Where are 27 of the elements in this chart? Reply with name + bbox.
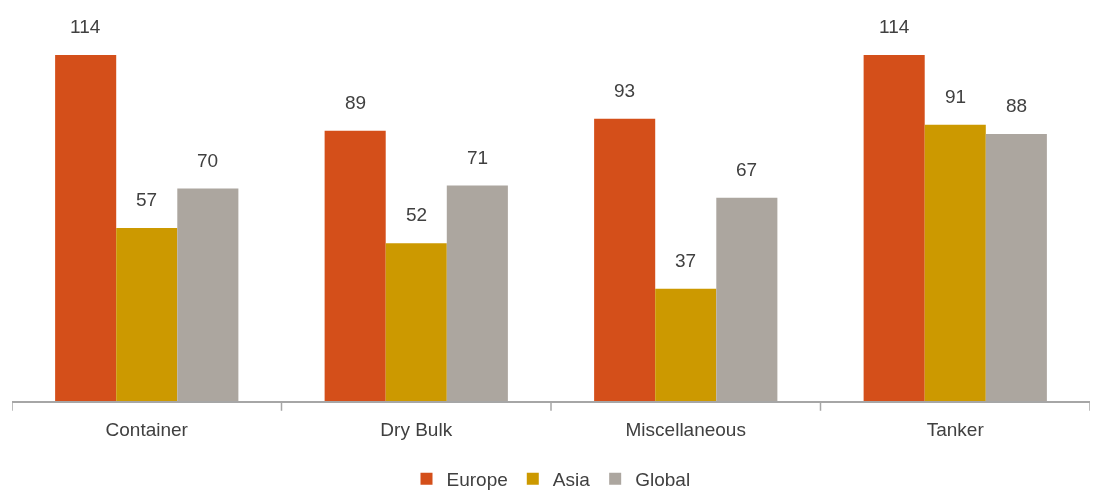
x-tick-label: Tanker [926,418,985,440]
data-label: 93 [614,80,636,101]
bar [924,124,986,401]
bar [594,118,656,401]
data-label: 70 [197,150,219,171]
data-label: 114 [879,16,910,37]
data-label: 114 [70,16,101,37]
bar [385,243,447,401]
data-label: 91 [945,86,967,107]
data-label: 71 [467,147,489,168]
bar [863,54,925,401]
bar [55,54,117,401]
x-tick-label: Container [105,418,189,440]
data-label: 89 [345,92,367,113]
legend-label: Asia [552,469,591,491]
data-label: 37 [675,250,697,271]
legend-label: Global [635,469,691,491]
data-label: 52 [406,204,428,225]
x-tick-label: Dry Bulk [380,418,453,440]
data-label: 67 [736,159,758,180]
data-label: 57 [136,189,158,210]
bar [116,227,178,401]
bar [655,288,717,401]
legend-label: Europe [446,469,508,491]
x-tick-label: Miscellaneous [625,418,746,440]
bar [324,130,386,401]
data-label: 88 [1006,95,1028,116]
